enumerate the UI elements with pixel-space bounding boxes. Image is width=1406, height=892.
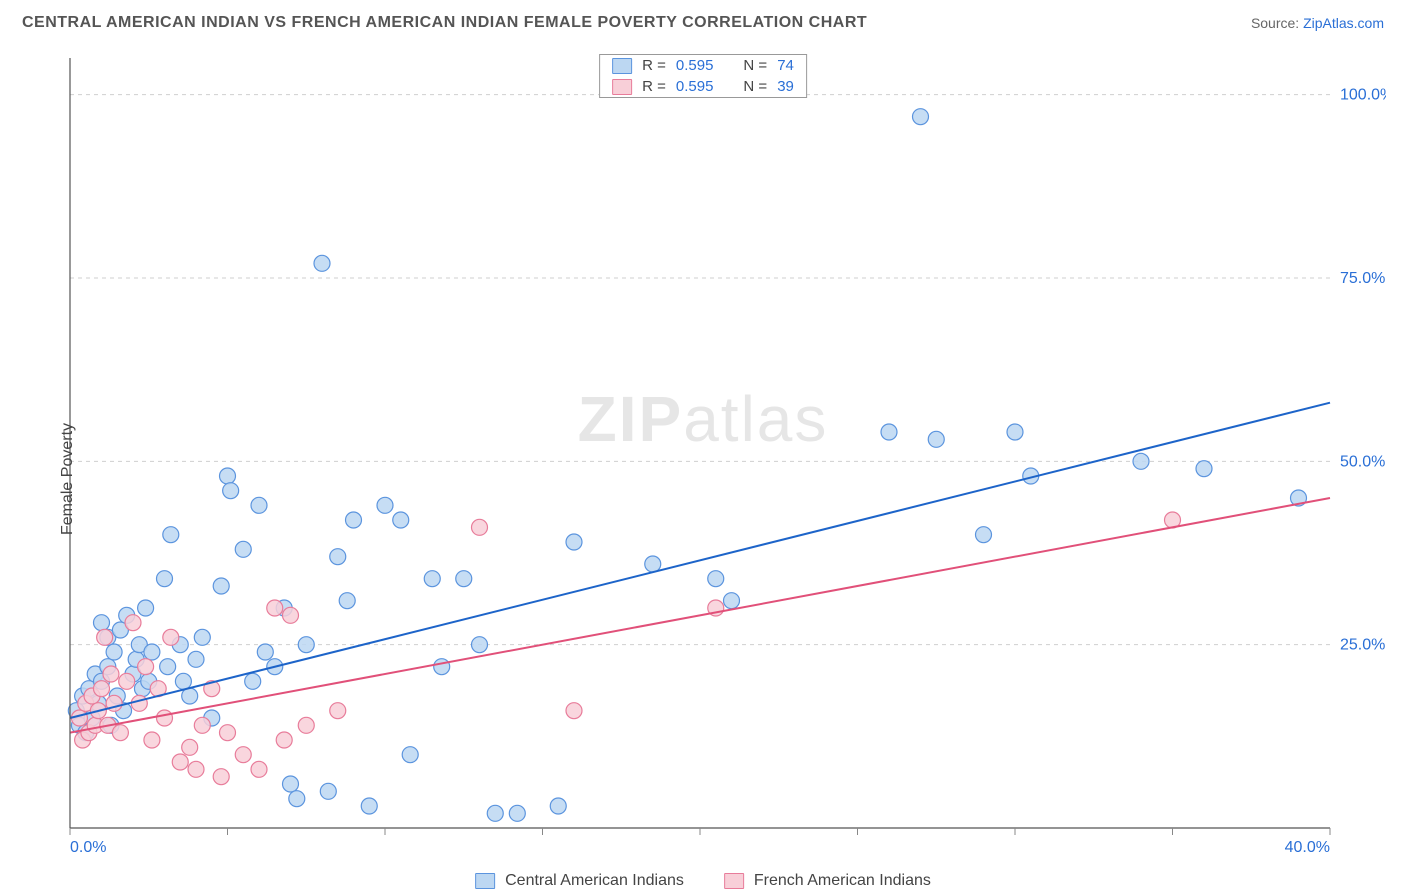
legend-swatch-blue <box>612 58 632 74</box>
scatter-chart: 25.0% 50.0% 75.0% 100.0% 0.0% 40.0% <box>20 48 1386 858</box>
chart-title: CENTRAL AMERICAN INDIAN VS FRENCH AMERIC… <box>22 14 867 32</box>
r-value: 0.595 <box>676 57 714 74</box>
source-link[interactable]: ZipAtlas.com <box>1303 15 1384 31</box>
n-value: 39 <box>777 78 794 95</box>
n-label: N = <box>743 57 767 74</box>
r-value: 0.595 <box>676 78 714 95</box>
series-legend-item: French American Indians <box>724 872 931 890</box>
legend-swatch-pink <box>612 79 632 95</box>
svg-text:75.0%: 75.0% <box>1340 270 1385 287</box>
correlation-legend: R = 0.595 N = 74 R = 0.595 N = 39 <box>599 54 807 98</box>
n-label: N = <box>743 78 767 95</box>
y-axis-label: Female Poverty <box>59 423 77 535</box>
chart-source: Source: ZipAtlas.com <box>1251 15 1384 31</box>
svg-text:50.0%: 50.0% <box>1340 453 1385 470</box>
svg-text:25.0%: 25.0% <box>1340 637 1385 654</box>
source-label: Source: <box>1251 15 1299 31</box>
correlation-legend-row: R = 0.595 N = 39 <box>600 76 806 97</box>
series-legend-item: Central American Indians <box>475 872 684 890</box>
r-label: R = <box>642 78 666 95</box>
svg-text:0.0%: 0.0% <box>70 839 106 856</box>
chart-header: CENTRAL AMERICAN INDIAN VS FRENCH AMERIC… <box>0 0 1406 42</box>
series-label: French American Indians <box>754 872 931 890</box>
series-legend: Central American Indians French American… <box>475 872 931 890</box>
legend-swatch-pink <box>724 873 744 889</box>
chart-container: Female Poverty ZIPatlas R = 0.595 N = 74… <box>20 48 1386 892</box>
svg-text:40.0%: 40.0% <box>1285 839 1330 856</box>
series-label: Central American Indians <box>505 872 684 890</box>
svg-text:100.0%: 100.0% <box>1340 87 1386 104</box>
correlation-legend-row: R = 0.595 N = 74 <box>600 55 806 76</box>
r-label: R = <box>642 57 666 74</box>
n-value: 74 <box>777 57 794 74</box>
legend-swatch-blue <box>475 873 495 889</box>
